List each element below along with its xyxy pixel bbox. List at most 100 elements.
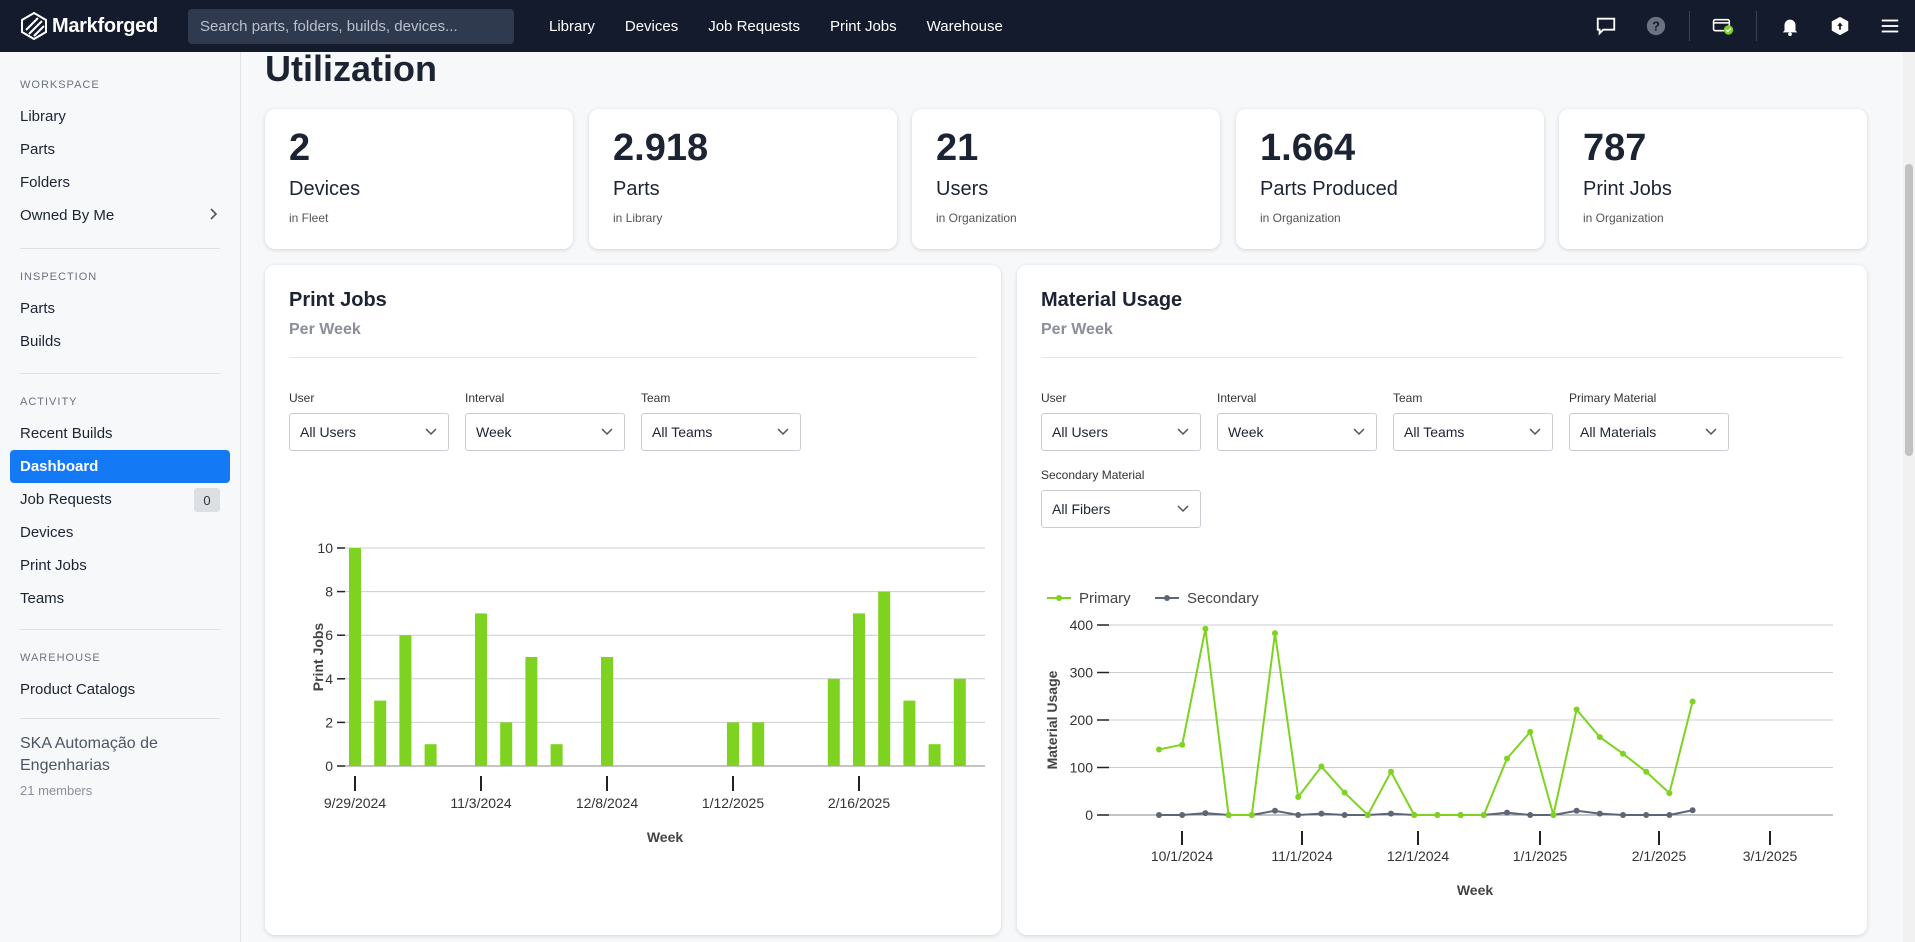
sidebar-item-parts[interactable]: Parts (20, 141, 56, 158)
data-point (1341, 812, 1348, 818)
data-point (1388, 810, 1394, 817)
data-point (1666, 812, 1673, 818)
menu-icon[interactable] (1865, 0, 1915, 52)
secondary-material-select[interactable]: All Fibers (1041, 490, 1201, 528)
bar (550, 744, 563, 766)
interval-select[interactable]: Week (1217, 413, 1377, 451)
hex-icon[interactable] (1815, 0, 1865, 52)
sidebar-item-owned-by-me[interactable]: Owned By Me (0, 199, 240, 232)
y-tick-label: 2 (325, 714, 333, 730)
interval-filter: Interval Week (465, 391, 625, 451)
org-name[interactable]: SKA Automação de Engenharias (20, 735, 158, 774)
subscription-icon[interactable] (1698, 0, 1748, 52)
chevron-down-icon (777, 428, 789, 436)
filter-label: Interval (465, 391, 505, 405)
sidebar-item-product-catalogs[interactable]: Product Catalogs (20, 681, 136, 698)
sidebar-item-dashboard[interactable]: Dashboard (10, 450, 230, 483)
data-point (1527, 728, 1534, 735)
stat-value: 21 (936, 127, 979, 169)
sidebar-item-recent-builds[interactable]: Recent Builds (20, 425, 113, 442)
svg-text:?: ? (1652, 19, 1660, 34)
bar (752, 722, 765, 766)
nav-warehouse[interactable]: Warehouse (926, 17, 1003, 35)
data-point (1364, 812, 1371, 818)
x-tick-label: 3/1/2025 (1743, 848, 1798, 864)
data-point (1295, 793, 1302, 800)
print-jobs-panel: Print Jobs Per Week User All Users Inter… (265, 265, 1001, 935)
sidebar-divider (20, 718, 220, 719)
data-point (1156, 812, 1162, 818)
section-activity: ACTIVITY (20, 396, 78, 408)
nav-devices[interactable]: Devices (624, 17, 679, 35)
sidebar-item-teams[interactable]: Teams (20, 590, 65, 607)
data-point (1179, 741, 1186, 748)
sidebar-item-label: Job Requests (20, 491, 112, 508)
markforged-logo[interactable]: Markforged (20, 12, 170, 40)
sidebar-item-inspection-parts[interactable]: Parts (20, 300, 56, 317)
panel-subtitle: Per Week (289, 321, 361, 338)
sidebar: WORKSPACE Library Parts Folders Owned By… (0, 52, 241, 942)
logo-text: Markforged (52, 14, 158, 37)
team-select[interactable]: All Teams (641, 413, 801, 451)
stat-card-parts[interactable]: 2.918 Parts in Library (589, 109, 897, 249)
stat-card-users[interactable]: 21 Users in Organization (912, 109, 1220, 249)
sidebar-divider (20, 373, 220, 374)
panel-title: Material Usage (1041, 289, 1183, 311)
nav-print-jobs[interactable]: Print Jobs (829, 17, 897, 35)
sidebar-item-job-requests[interactable]: Job Requests 0 (0, 483, 240, 516)
sidebar-item-folders[interactable]: Folders (20, 174, 71, 191)
data-point (1388, 768, 1394, 775)
org-members: 21 members (20, 783, 93, 798)
x-tick-label: 11/3/2024 (450, 795, 511, 811)
bar (878, 591, 891, 766)
nav-job-requests[interactable]: Job Requests (708, 17, 800, 35)
data-point (1527, 812, 1534, 818)
sidebar-item-library[interactable]: Library (20, 108, 66, 125)
section-workspace: WORKSPACE (20, 79, 100, 91)
sidebar-item-builds[interactable]: Builds (20, 333, 61, 350)
x-tick-label: 1/12/2025 (702, 795, 764, 811)
y-tick-label: 6 (325, 627, 333, 643)
stat-value: 2 (289, 127, 311, 169)
interval-select[interactable]: Week (465, 413, 625, 451)
y-tick-label: 0 (325, 758, 333, 774)
help-icon[interactable]: ? (1631, 0, 1681, 52)
chat-icon[interactable] (1581, 0, 1631, 52)
scrollbar[interactable] (1903, 52, 1915, 942)
chevron-down-icon (1177, 428, 1189, 436)
stat-label: Print Jobs (1583, 178, 1672, 200)
top-nav: Library Devices Job Requests Print Jobs … (534, 18, 1018, 35)
sidebar-item-print-jobs[interactable]: Print Jobs (20, 557, 87, 574)
filter-label: Team (1393, 391, 1423, 405)
primary-material-select[interactable]: All Materials (1569, 413, 1729, 451)
data-point (1295, 812, 1302, 818)
user-select[interactable]: All Users (289, 413, 449, 451)
x-tick-label: 9/29/2024 (324, 795, 386, 811)
legend-marker (1164, 595, 1170, 601)
y-tick-label: 10 (317, 540, 333, 556)
select-value: Week (1228, 424, 1264, 440)
x-axis-label: Week (1457, 882, 1494, 898)
stat-card-print-jobs[interactable]: 787 Print Jobs in Organization (1559, 109, 1867, 249)
stat-card-parts-produced[interactable]: 1.664 Parts Produced in Organization (1236, 109, 1544, 249)
y-tick-label: 8 (325, 584, 333, 600)
legend-label: Secondary (1187, 590, 1259, 607)
data-point (1596, 734, 1603, 741)
top-divider-2 (1756, 11, 1757, 41)
bar (827, 678, 840, 766)
nav-library[interactable]: Library (549, 17, 595, 35)
team-select[interactable]: All Teams (1393, 413, 1553, 451)
stat-card-devices[interactable]: 2 Devices in Fleet (265, 109, 573, 249)
search-input[interactable] (188, 8, 514, 44)
data-point (1643, 812, 1650, 818)
data-point (1156, 746, 1162, 753)
main-content: Utilization 2 Devices in Fleet 2.918 Par… (241, 48, 1915, 942)
data-point (1341, 789, 1348, 796)
select-value: All Users (1052, 424, 1109, 440)
bell-icon[interactable] (1765, 0, 1815, 52)
select-value: All Users (300, 424, 357, 440)
sidebar-item-devices[interactable]: Devices (20, 524, 74, 541)
stat-value: 1.664 (1260, 127, 1356, 169)
scrollbar-thumb[interactable] (1905, 164, 1913, 456)
user-select[interactable]: All Users (1041, 413, 1201, 451)
